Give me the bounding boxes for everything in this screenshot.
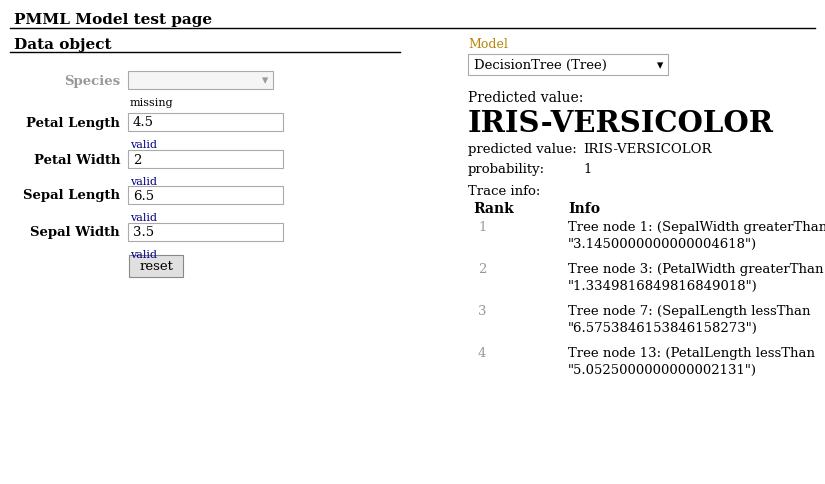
Text: 2: 2 (133, 153, 141, 166)
Text: 6.5: 6.5 (133, 189, 154, 202)
Text: valid: valid (130, 177, 157, 187)
Text: 2: 2 (478, 262, 487, 275)
Text: valid: valid (130, 212, 157, 223)
Text: ▾: ▾ (262, 75, 268, 87)
Text: 1: 1 (478, 221, 487, 233)
Text: Tree node 1: (SepalWidth greaterThan
"3.1450000000000004618"): Tree node 1: (SepalWidth greaterThan "3.… (568, 221, 825, 251)
Text: Info: Info (568, 201, 600, 215)
Text: missing: missing (130, 98, 173, 108)
Text: Tree node 7: (SepalLength lessThan
"6.5753846153846158273"): Tree node 7: (SepalLength lessThan "6.57… (568, 304, 810, 334)
FancyBboxPatch shape (128, 72, 273, 90)
Text: 1: 1 (583, 163, 592, 176)
Text: Sepal Width: Sepal Width (31, 226, 120, 239)
FancyBboxPatch shape (129, 256, 183, 277)
Text: Species: Species (64, 75, 120, 87)
FancyBboxPatch shape (128, 224, 283, 242)
Text: Predicted value:: Predicted value: (468, 91, 583, 105)
FancyBboxPatch shape (128, 187, 283, 205)
FancyBboxPatch shape (468, 55, 668, 76)
Text: probability:: probability: (468, 163, 545, 176)
Text: valid: valid (130, 249, 157, 259)
Text: Trace info:: Trace info: (468, 184, 540, 197)
Text: Rank: Rank (473, 201, 514, 215)
Text: 3.5: 3.5 (133, 226, 154, 239)
Text: ▾: ▾ (657, 59, 663, 72)
Text: valid: valid (130, 140, 157, 150)
Text: IRIS-VERSICOLOR: IRIS-VERSICOLOR (583, 143, 711, 156)
Text: IRIS-VERSICOLOR: IRIS-VERSICOLOR (468, 109, 774, 138)
FancyBboxPatch shape (128, 114, 283, 132)
Text: Sepal Length: Sepal Length (23, 189, 120, 202)
Text: PMML Model test page: PMML Model test page (14, 13, 212, 27)
Text: Data object: Data object (14, 38, 111, 52)
Text: 3: 3 (478, 304, 487, 318)
Text: predicted value:: predicted value: (468, 143, 577, 156)
Text: reset: reset (139, 260, 173, 273)
Text: Tree node 3: (PetalWidth greaterThan
"1.3349816849816849018"): Tree node 3: (PetalWidth greaterThan "1.… (568, 262, 823, 292)
Text: Petal Width: Petal Width (34, 153, 120, 166)
FancyBboxPatch shape (128, 151, 283, 168)
Text: DecisionTree (Tree): DecisionTree (Tree) (474, 59, 607, 72)
Text: Petal Length: Petal Length (26, 116, 120, 129)
Text: 4.5: 4.5 (133, 116, 154, 129)
Text: Model: Model (468, 38, 508, 51)
Text: Tree node 13: (PetalLength lessThan
"5.0525000000000002131"): Tree node 13: (PetalLength lessThan "5.0… (568, 346, 815, 376)
Text: 4: 4 (478, 346, 487, 359)
